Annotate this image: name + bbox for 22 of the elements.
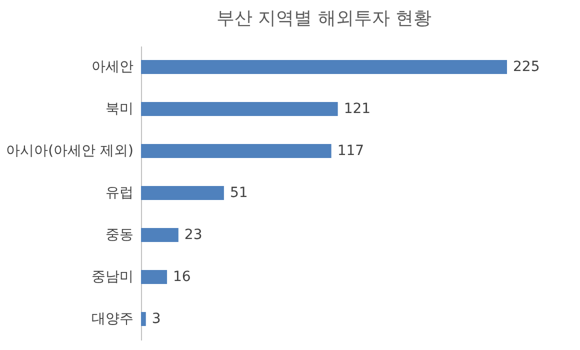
y-tick-label: 대양주 bbox=[92, 311, 134, 327]
bar bbox=[141, 144, 332, 158]
y-tick-label: 중남미 bbox=[92, 269, 134, 285]
y-tick-label: 중동 bbox=[106, 227, 134, 243]
bar bbox=[141, 102, 338, 116]
bar bbox=[141, 228, 178, 242]
y-tick-label: 북미 bbox=[106, 101, 134, 117]
y-tick-label: 아시아(아세안 제외) bbox=[6, 143, 134, 159]
data-label: 16 bbox=[173, 269, 191, 285]
data-label: 121 bbox=[344, 101, 371, 117]
data-label: 3 bbox=[152, 311, 161, 327]
data-label: 23 bbox=[184, 227, 202, 243]
y-tick-label: 유럽 bbox=[106, 185, 134, 201]
bar bbox=[141, 186, 224, 200]
data-label: 117 bbox=[337, 143, 364, 159]
chart-title: 부산 지역별 해외투자 현황 bbox=[216, 8, 432, 29]
bar bbox=[141, 60, 507, 74]
y-tick-label: 아세안 bbox=[92, 59, 134, 75]
data-label: 51 bbox=[230, 185, 248, 201]
bar bbox=[141, 270, 168, 284]
data-label: 225 bbox=[513, 59, 540, 75]
bar bbox=[141, 312, 146, 326]
